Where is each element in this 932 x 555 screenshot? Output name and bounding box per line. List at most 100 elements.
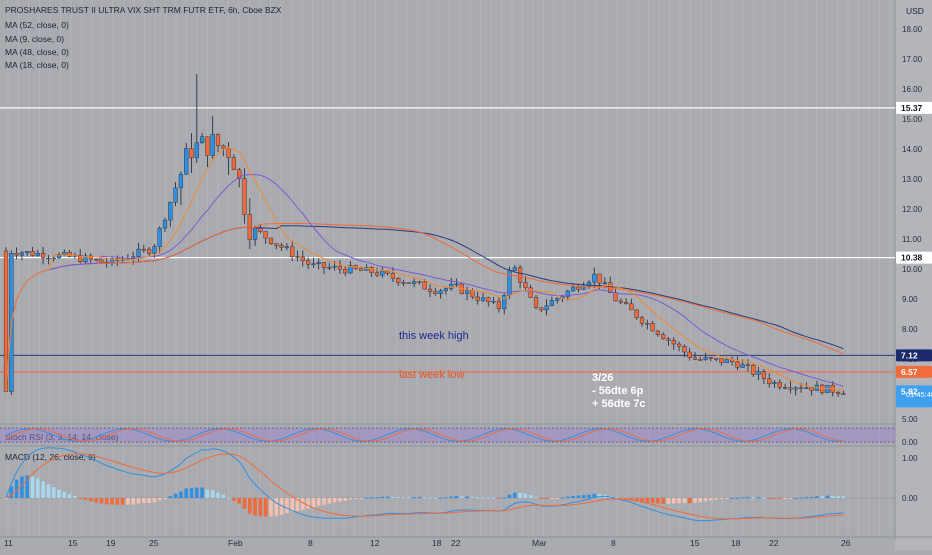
macd-histogram-bar — [444, 497, 448, 499]
candle-body — [661, 334, 666, 340]
macd-histogram-bar — [799, 497, 803, 499]
macd-label[interactable]: MACD (12, 26, close, 9) — [5, 452, 96, 462]
macd-histogram-bar — [793, 497, 798, 499]
candle-body — [443, 288, 448, 291]
candle-body — [290, 246, 295, 257]
candle-body — [491, 300, 496, 303]
macd-histogram-bar — [449, 496, 453, 498]
candle-body — [809, 387, 814, 391]
stoch-k-line — [5, 428, 844, 442]
macd-histogram-bar — [4, 498, 8, 499]
candle-body — [83, 255, 88, 263]
macd-histogram-bar — [783, 498, 787, 499]
macd-histogram-bar — [523, 493, 528, 498]
macd-histogram-bar — [285, 498, 289, 514]
currency-label: USD — [906, 6, 924, 16]
macd-histogram-bar — [433, 497, 438, 499]
macd-histogram-bar — [576, 495, 581, 498]
candle-body — [93, 258, 99, 261]
macd-histogram-bar — [624, 498, 628, 500]
macd-histogram-bar — [767, 498, 771, 499]
stoch-label[interactable]: Stoch RSI (3, 3, 14, 14, close) — [5, 432, 119, 442]
macd-histogram-bar — [348, 498, 353, 500]
candle-body — [221, 145, 226, 149]
candle-body — [692, 357, 698, 360]
time-tick-label: 22 — [451, 538, 461, 548]
candle-body — [449, 284, 454, 289]
macd-histogram-bar — [687, 498, 692, 504]
candle-body — [157, 227, 162, 247]
ma48-line — [5, 222, 844, 392]
candle-body — [639, 317, 645, 324]
candle-body — [343, 268, 348, 274]
candle-body — [777, 382, 782, 388]
price-badge-text: 15.37 — [901, 103, 923, 113]
candle-body — [390, 272, 395, 279]
macd-histogram-bar — [14, 479, 19, 498]
macd-histogram-bar — [571, 495, 575, 498]
macd-histogram-bar — [173, 493, 178, 498]
indicator-ma9-label[interactable]: MA (9, close, 0) — [5, 34, 64, 44]
candle-body — [687, 351, 692, 358]
candle-body — [756, 371, 761, 375]
macd-histogram-bar — [322, 498, 326, 505]
candle-body — [613, 292, 618, 302]
candle-body — [396, 277, 401, 283]
candle-body — [41, 252, 46, 259]
macd-histogram-bar — [248, 498, 252, 514]
candle-body — [306, 260, 311, 265]
candle-body — [454, 283, 459, 286]
macd-histogram-bar — [147, 498, 151, 503]
candle-body — [332, 265, 337, 268]
candle-body — [417, 281, 422, 283]
macd-histogram-bar — [629, 498, 634, 501]
macd-histogram-bar — [380, 496, 385, 498]
candle-body — [565, 290, 570, 297]
price-tick-label: 10.00 — [902, 265, 923, 274]
price-tick-label: 11.00 — [902, 235, 922, 244]
macd-histogram-bar — [189, 488, 194, 498]
ma52-line — [5, 225, 844, 392]
indicator-ma52-label[interactable]: MA (52, close, 0) — [5, 20, 69, 30]
candle-body — [178, 173, 183, 189]
candle-body — [703, 357, 708, 360]
price-badge — [896, 349, 932, 362]
candle-body — [745, 364, 751, 366]
macd-histogram-bar — [815, 496, 819, 498]
candle-body — [67, 251, 72, 257]
indicator-ma18-label[interactable]: MA (18, close, 0) — [5, 60, 69, 70]
candle-body — [427, 288, 433, 292]
macd-histogram-bar — [693, 498, 697, 503]
note-line-put: - 56dte 6p — [592, 385, 644, 397]
candle-body — [650, 323, 655, 332]
time-tick-label: 15 — [690, 538, 700, 548]
macd-histogram-bar — [94, 498, 98, 503]
macd-histogram-bar — [507, 494, 512, 498]
macd-histogram-bar — [831, 495, 835, 498]
macd-histogram-bar — [131, 498, 135, 505]
indicator-ma48-label[interactable]: MA (48, close, 0) — [5, 47, 69, 57]
time-tick-label: 11 — [4, 538, 13, 548]
macd-histogram-bar — [115, 498, 120, 505]
macd-histogram-bar — [332, 498, 337, 503]
macd-histogram-bar — [179, 491, 183, 498]
candle-body — [359, 268, 364, 271]
macd-histogram-bar — [205, 489, 210, 498]
macd-histogram-bar — [263, 498, 268, 517]
candle-body — [671, 340, 676, 345]
candle-body — [470, 290, 475, 298]
candle-body — [602, 282, 607, 284]
macd-histogram-bar — [242, 498, 247, 509]
candle-body — [512, 267, 517, 271]
macd-histogram-bar — [719, 498, 724, 500]
time-tick-label: 8 — [611, 538, 616, 548]
time-tick-label: 26 — [841, 538, 851, 548]
candle-body — [316, 262, 321, 264]
macd-histogram-bar — [666, 498, 671, 504]
candle-body — [586, 281, 592, 287]
macd-histogram-bar — [460, 496, 464, 498]
macd-histogram-bar — [735, 497, 740, 499]
candle-body — [724, 359, 729, 364]
candle-body — [751, 365, 756, 375]
